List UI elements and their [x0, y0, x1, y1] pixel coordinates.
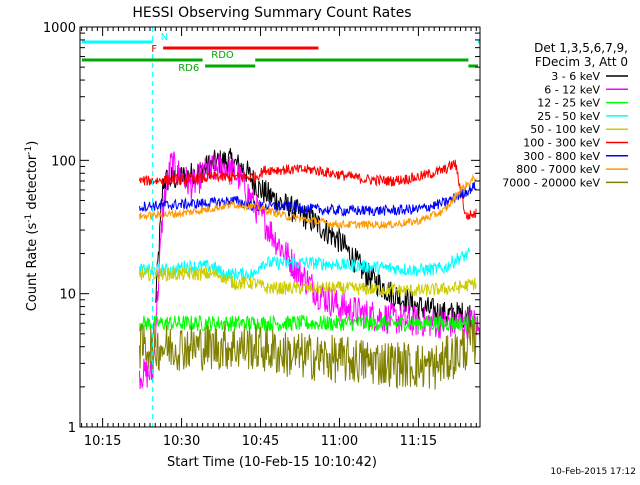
y-axis-label: Count Rate (s-1 detector-1)	[24, 141, 40, 312]
y-axis-label-sup1: -1	[24, 214, 34, 223]
legend: Det 1,3,5,6,7,9, FDecim 3, Att 0 3 - 6 k…	[502, 41, 628, 189]
flag-label-2: RDO	[211, 50, 234, 61]
series-line-1	[139, 151, 480, 390]
legend-label-0: 3 - 6 keV	[551, 70, 600, 83]
plot-frame	[79, 26, 481, 428]
y-axis-label-sup2: -1	[24, 146, 34, 155]
x-tick-label-4: 11:15	[400, 434, 437, 449]
series-line-4	[139, 266, 477, 297]
y-axis: 1 10 100 1000	[43, 21, 480, 436]
x-axis-label: Start Time (10-Feb-15 10:10:42)	[167, 455, 377, 470]
series-line-6	[139, 181, 477, 217]
x-tick-label-1: 10:30	[163, 434, 200, 449]
legend-label-1: 6 - 12 keV	[544, 83, 600, 96]
y-tick-label-2: 100	[51, 154, 76, 169]
y-tick-label-3: 1000	[43, 21, 76, 36]
legend-label-7: 800 - 7000 keV	[516, 163, 600, 176]
series-line-5	[139, 159, 477, 220]
timestamp: 10-Feb-2015 17:12	[550, 467, 636, 477]
series-line-3	[139, 247, 471, 282]
x-axis: 10:15 10:30 10:45 11:00 11:15	[81, 27, 477, 449]
series-line-0	[154, 147, 471, 328]
legend-label-8: 7000 - 20000 keV	[502, 176, 600, 189]
y-axis-label-main: Count Rate (s	[25, 223, 40, 312]
legend-header-line-1: Det 1,3,5,6,7,9,	[534, 41, 628, 55]
legend-label-5: 100 - 300 keV	[523, 137, 600, 150]
y-axis-label-end: )	[25, 141, 40, 146]
x-tick-label-3: 11:00	[321, 434, 358, 449]
x-tick-label-0: 10:15	[84, 434, 121, 449]
chart-title: HESSI Observing Summary Count Rates	[132, 5, 411, 21]
plot-area	[82, 27, 480, 427]
flag-label-0: N	[161, 32, 168, 43]
legend-label-4: 50 - 100 keV	[530, 123, 600, 136]
series-line-2	[139, 313, 477, 332]
x-tick-label-2: 10:45	[242, 434, 279, 449]
y-tick-label-1: 10	[59, 288, 76, 303]
legend-header-line-2: FDecim 3, Att 0	[535, 55, 628, 69]
legend-label-6: 300 - 800 keV	[523, 150, 600, 163]
legend-label-3: 25 - 50 keV	[537, 110, 600, 123]
flag-label-4: RD6	[178, 63, 199, 74]
y-tick-label-0: 1	[68, 421, 76, 436]
legend-label-2: 12 - 25 keV	[537, 97, 600, 110]
flag-label-1: F	[151, 44, 157, 55]
series-line-7	[139, 174, 477, 231]
series-line-8	[139, 319, 477, 390]
y-axis-label-mid: detector	[25, 154, 40, 214]
